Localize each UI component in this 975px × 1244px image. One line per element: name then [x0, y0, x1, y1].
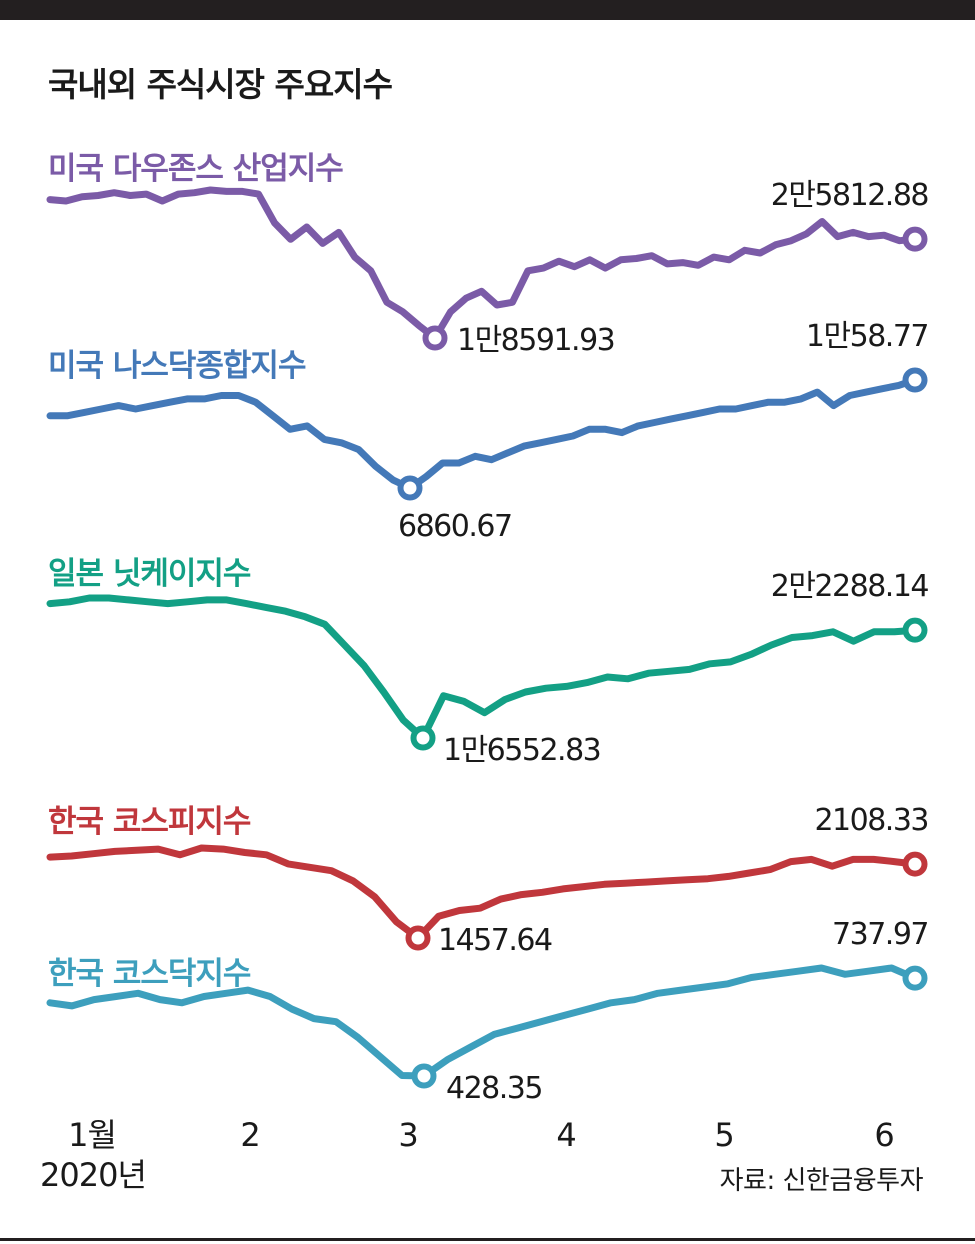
- min-label-kospi: 1457.64: [438, 923, 552, 958]
- min-marker-nikkei: [410, 725, 436, 751]
- last-marker-kosdaq: [902, 965, 928, 991]
- last-marker-nasdaq: [902, 367, 928, 393]
- bottom-rule: [0, 1238, 975, 1241]
- series-name-kosdaq: 한국 코스닥지수: [48, 956, 251, 992]
- min-label-nasdaq: 6860.67: [398, 509, 512, 544]
- series-name-nikkei: 일본 닛케이지수: [48, 556, 251, 592]
- min-marker-dow: [422, 325, 448, 351]
- series-line-nasdaq: [46, 376, 919, 492]
- last-label-nikkei: 2만2288.14: [771, 569, 929, 604]
- x-tick-label: 6: [874, 1116, 893, 1154]
- series-name-kospi: 한국 코스피지수: [48, 804, 251, 840]
- last-marker-nikkei: [902, 617, 928, 643]
- series-line-kospi: [46, 844, 919, 942]
- top-bar: [0, 0, 975, 20]
- series-name-nasdaq: 미국 나스닥종합지수: [48, 348, 306, 384]
- last-label-kospi: 2108.33: [814, 803, 928, 838]
- series-line-nikkei: [46, 594, 919, 742]
- x-tick-label: 1월: [68, 1116, 116, 1154]
- last-marker-dow: [902, 226, 928, 252]
- source-note: 자료: 신한금융투자: [719, 1166, 924, 1196]
- min-marker-nasdaq: [397, 475, 423, 501]
- last-label-dow: 2만5812.88: [771, 178, 929, 213]
- last-label-kosdaq: 737.97: [832, 917, 928, 952]
- min-marker-kospi: [405, 925, 431, 951]
- x-tick-label: 4: [556, 1116, 575, 1154]
- series-line-kosdaq: [46, 964, 919, 1080]
- x-tick-label: 5: [714, 1116, 733, 1154]
- series-line-dow: [46, 186, 919, 342]
- x-tick-label: 2: [240, 1116, 259, 1154]
- min-label-dow: 1만8591.93: [457, 323, 614, 358]
- series-name-dow: 미국 다우존스 산업지수: [48, 151, 344, 187]
- x-axis-year-label: 2020년: [40, 1156, 147, 1194]
- min-label-kosdaq: 428.35: [446, 1071, 542, 1106]
- min-marker-kosdaq: [411, 1063, 437, 1089]
- x-tick-label: 3: [398, 1116, 417, 1154]
- min-label-nikkei: 1만6552.83: [443, 733, 600, 768]
- last-label-nasdaq: 1만58.77: [806, 319, 928, 354]
- chart-title: 국내외 주식시장 주요지수: [48, 65, 393, 104]
- last-marker-kospi: [902, 851, 928, 877]
